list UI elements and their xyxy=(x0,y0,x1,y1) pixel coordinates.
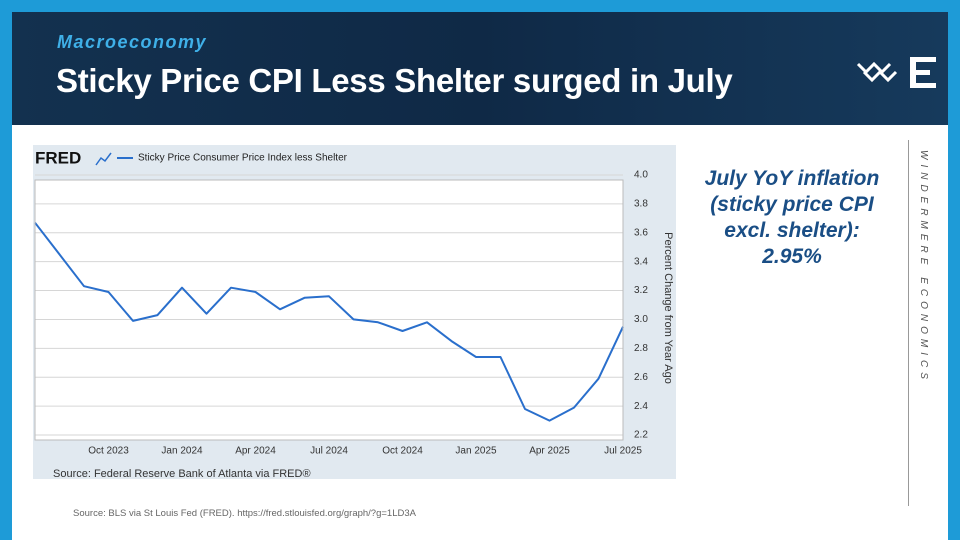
logo-mark xyxy=(862,69,898,83)
logo-mark xyxy=(910,57,936,62)
y-tick-label: 3.6 xyxy=(634,227,648,238)
x-tick-label: Jul 2024 xyxy=(310,446,348,457)
fred-logo: FRED xyxy=(35,148,81,167)
logo-mark xyxy=(910,57,916,88)
x-tick-label: Jul 2025 xyxy=(604,446,642,457)
footer-source: Source: BLS via St Louis Fed (FRED). htt… xyxy=(73,508,416,519)
slide-title: Sticky Price CPI Less Shelter surged in … xyxy=(56,62,733,99)
x-tick-label: Oct 2024 xyxy=(382,446,423,457)
plot-area xyxy=(35,180,623,440)
section-label: Macroeconomy xyxy=(57,32,208,52)
y-axis-label: Percent Change from Year Ago xyxy=(662,232,674,384)
logo-mark xyxy=(910,83,936,88)
series-line xyxy=(34,222,624,422)
y-tick-label: 4.0 xyxy=(634,170,648,181)
x-tick-label: Apr 2024 xyxy=(235,446,276,457)
x-tick-label: Jan 2024 xyxy=(161,446,203,457)
callout: July YoY inflation (sticky price CPI exc… xyxy=(704,167,880,268)
y-tick-label: 2.4 xyxy=(634,401,648,412)
y-tick-label: 3.8 xyxy=(634,199,648,210)
divider xyxy=(908,140,909,506)
fred-icon xyxy=(95,152,112,166)
y-tick-label: 3.0 xyxy=(634,314,648,325)
logo-mark xyxy=(910,70,930,75)
y-tick-label: 3.2 xyxy=(634,285,648,296)
brand-text: WINDERMERE ECONOMICS xyxy=(918,150,929,384)
y-tick-label: 2.2 xyxy=(634,430,648,441)
legend-label: Sticky Price Consumer Price Index less S… xyxy=(138,153,348,164)
chart-source: Source: Federal Reserve Bank of Atlanta … xyxy=(53,468,311,480)
header-band xyxy=(12,12,948,125)
y-tick-label: 3.4 xyxy=(634,256,648,267)
x-tick-label: Jan 2025 xyxy=(455,446,497,457)
x-tick-label: Apr 2025 xyxy=(529,446,570,457)
plot-border xyxy=(34,179,624,441)
y-tick-label: 2.6 xyxy=(634,372,648,383)
y-tick-label: 2.8 xyxy=(634,343,648,354)
logo-mark xyxy=(856,61,892,75)
x-tick-label: Oct 2023 xyxy=(88,446,129,457)
